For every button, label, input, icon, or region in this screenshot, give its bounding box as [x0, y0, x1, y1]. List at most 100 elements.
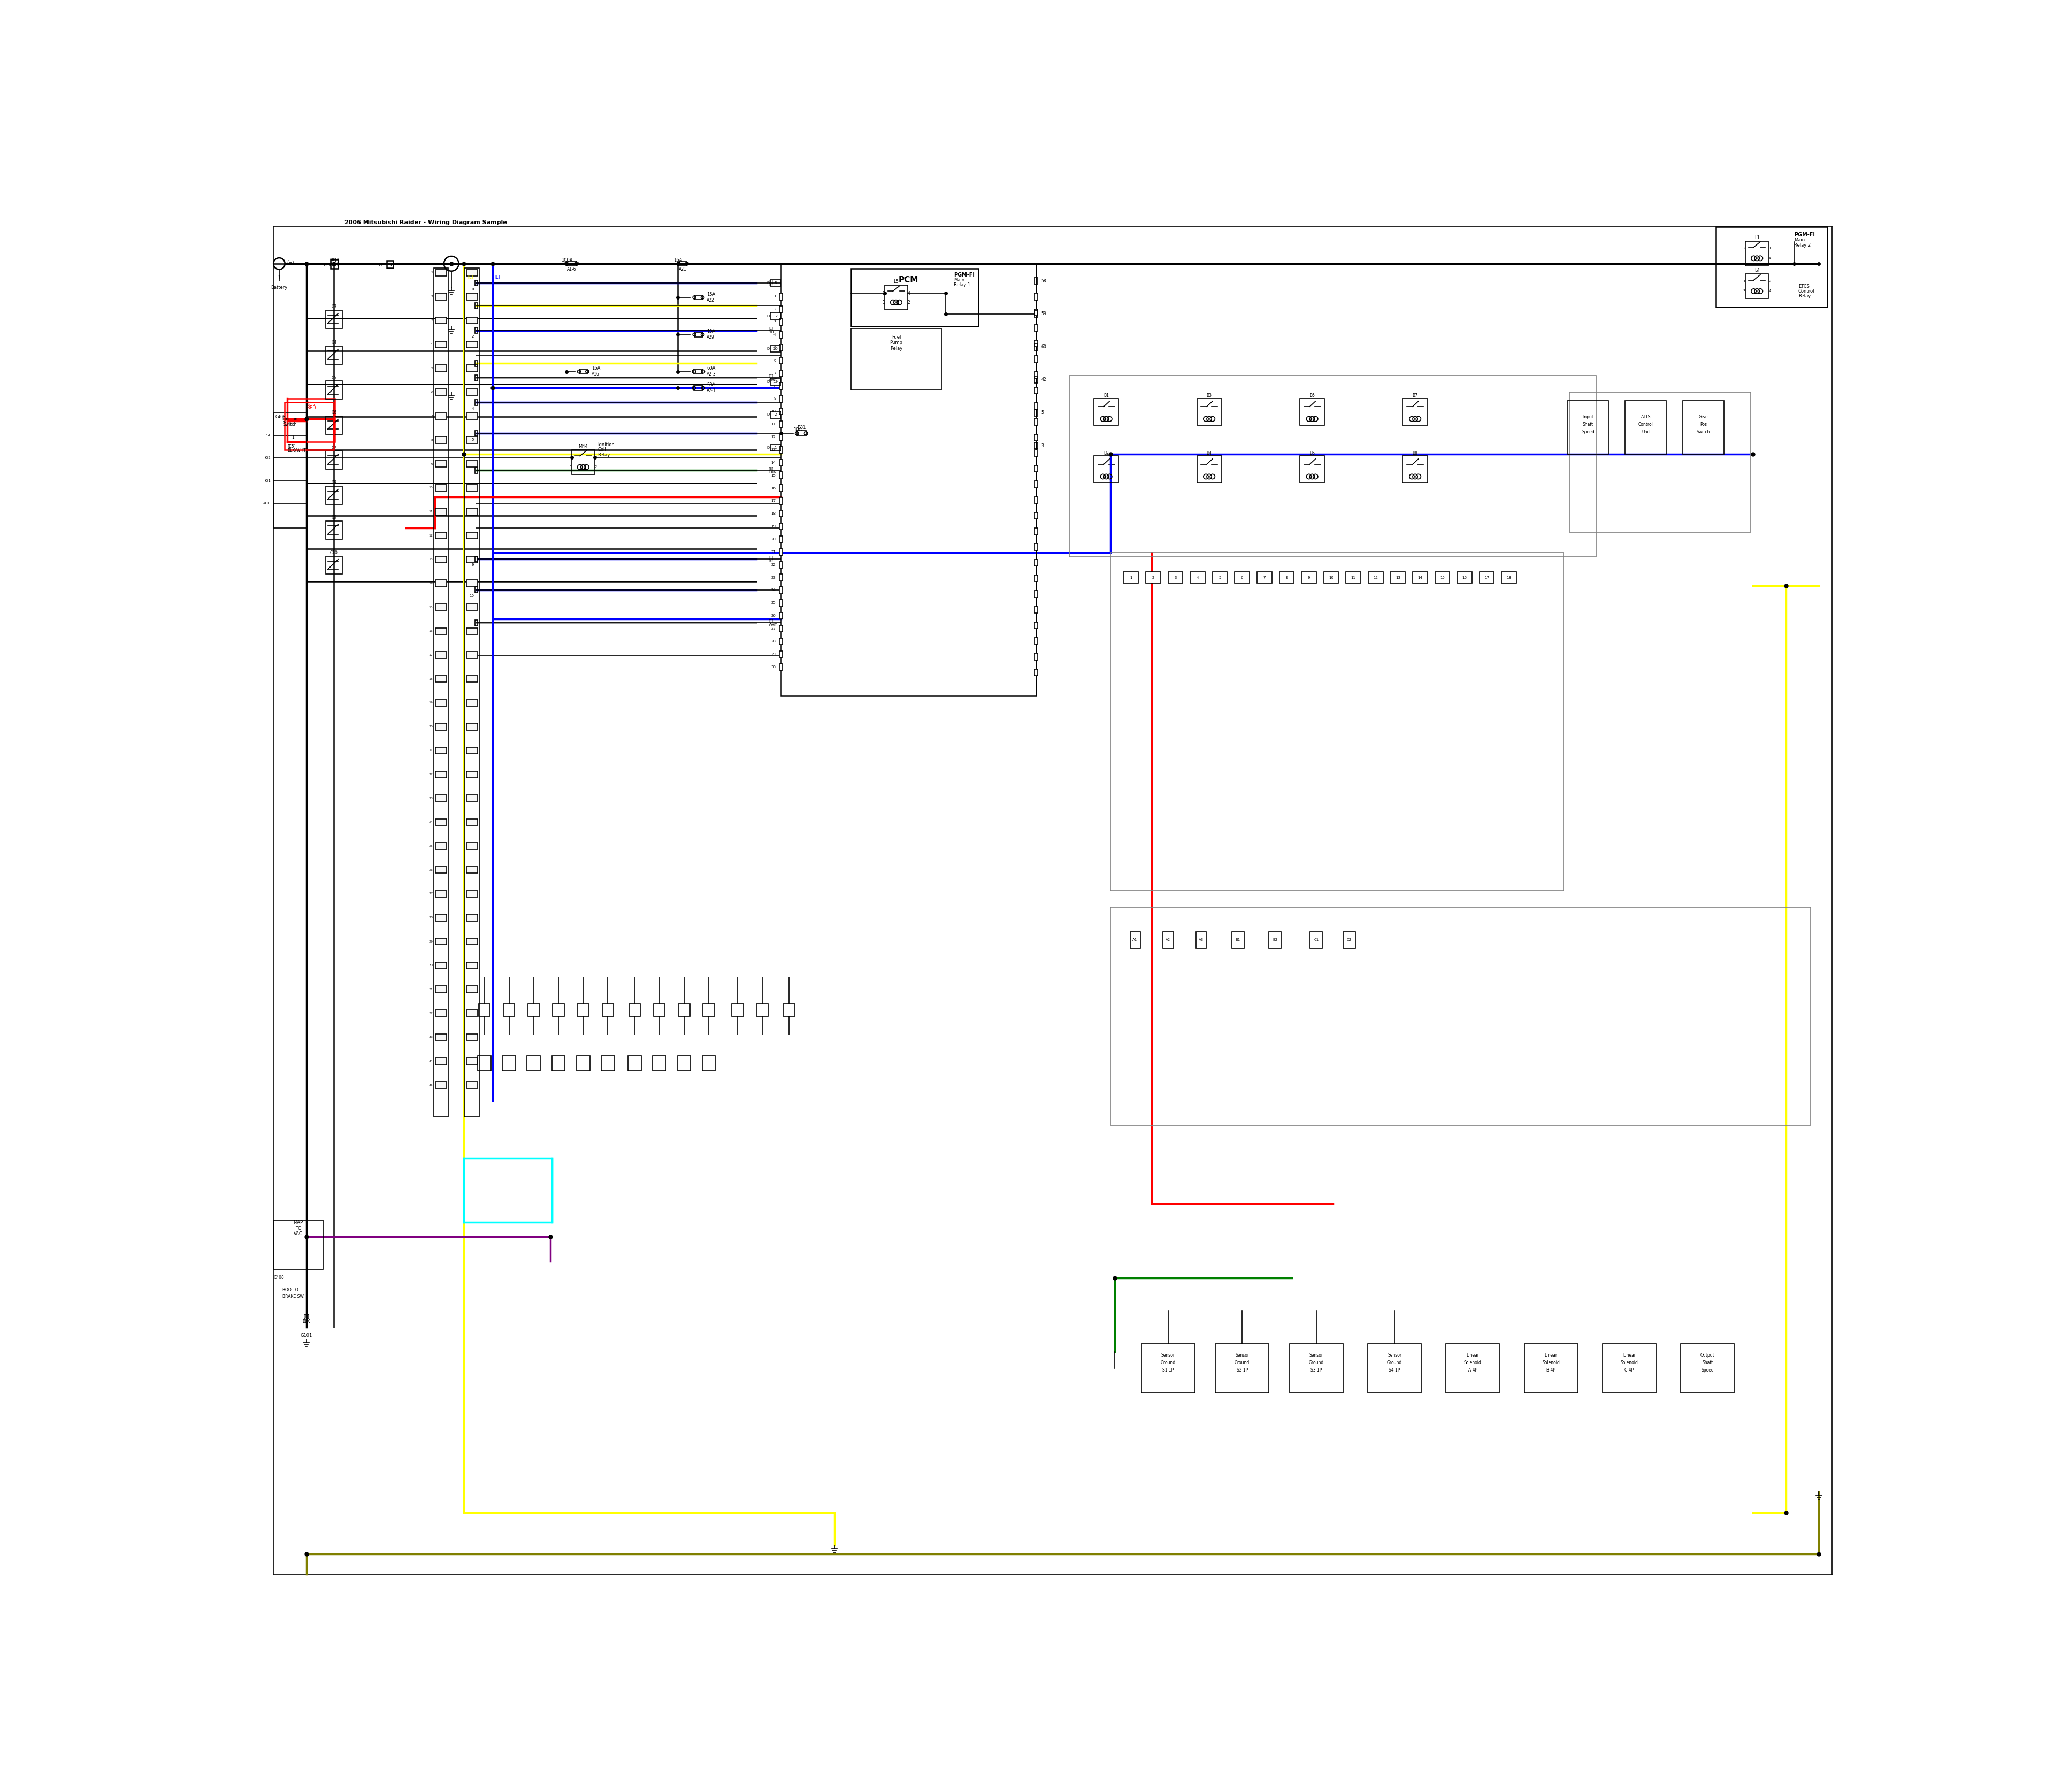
Text: C1: C1 — [1315, 939, 1319, 941]
Bar — [778, 573, 783, 581]
Text: 12: 12 — [429, 534, 433, 538]
Text: 15A: 15A — [707, 292, 715, 297]
Bar — [435, 652, 448, 658]
Text: 16: 16 — [770, 486, 776, 489]
Text: A21: A21 — [680, 267, 686, 272]
Text: [E]
GRN: [E] GRN — [768, 466, 776, 475]
Bar — [435, 556, 448, 563]
Text: 18: 18 — [1508, 575, 1512, 579]
Bar — [1035, 324, 1037, 332]
Text: 5: 5 — [1041, 410, 1043, 416]
Text: 35: 35 — [429, 1084, 433, 1086]
Bar — [778, 471, 783, 478]
Bar — [466, 676, 479, 683]
Bar — [783, 1004, 795, 1016]
Text: 2: 2 — [774, 414, 776, 416]
Bar — [474, 400, 479, 405]
Bar — [1456, 572, 1473, 582]
Bar — [778, 600, 783, 606]
Text: D: D — [766, 281, 770, 285]
Text: 11: 11 — [770, 423, 776, 426]
Bar — [466, 771, 479, 778]
Bar — [288, 398, 335, 441]
Bar — [1035, 310, 1037, 317]
Text: B 4P: B 4P — [1547, 1367, 1555, 1373]
Bar — [1479, 572, 1493, 582]
Bar — [327, 310, 343, 328]
Bar — [1682, 400, 1723, 453]
Bar — [466, 891, 479, 898]
Bar — [1163, 932, 1173, 948]
Bar — [1436, 572, 1450, 582]
Bar — [435, 699, 448, 706]
Text: Linear: Linear — [1623, 1353, 1635, 1358]
Text: 24: 24 — [429, 821, 433, 824]
Text: 1: 1 — [774, 296, 776, 297]
Text: 23: 23 — [429, 797, 433, 799]
Text: S3 1P: S3 1P — [1310, 1367, 1323, 1373]
Bar — [850, 269, 978, 326]
Text: PGM-FI: PGM-FI — [1793, 233, 1816, 238]
Bar — [1300, 398, 1325, 425]
Text: C8: C8 — [331, 480, 337, 486]
Text: 4: 4 — [1197, 575, 1200, 579]
Bar — [435, 509, 448, 514]
Text: 10: 10 — [429, 486, 433, 489]
Text: 24: 24 — [770, 588, 776, 591]
Bar — [1232, 932, 1245, 948]
Text: C2: C2 — [1347, 939, 1352, 941]
Bar — [1035, 278, 1037, 285]
Text: 10A: 10A — [793, 428, 801, 432]
Text: C7: C7 — [331, 446, 337, 450]
Text: 20: 20 — [429, 726, 433, 728]
Text: 14: 14 — [770, 461, 776, 464]
Text: D: D — [766, 348, 770, 351]
Bar — [435, 986, 448, 993]
Text: 8: 8 — [774, 281, 776, 285]
Text: 4: 4 — [908, 290, 910, 296]
Text: 15: 15 — [1440, 575, 1444, 579]
Text: Solenoid: Solenoid — [1465, 1360, 1481, 1366]
Text: 20: 20 — [770, 538, 776, 541]
Text: [E]
BLU: [E] BLU — [768, 556, 776, 563]
Text: 2: 2 — [908, 299, 910, 305]
Bar — [778, 613, 783, 618]
Text: 13: 13 — [1395, 575, 1401, 579]
Bar — [466, 1034, 479, 1041]
Bar — [466, 366, 479, 371]
Text: 22: 22 — [429, 772, 433, 776]
Text: Speed: Speed — [1582, 430, 1594, 434]
Bar — [778, 421, 783, 428]
Bar — [327, 521, 343, 539]
Bar — [464, 1158, 553, 1222]
Text: 30: 30 — [770, 665, 776, 668]
Bar — [528, 1004, 540, 1016]
Text: 1: 1 — [1768, 247, 1771, 251]
Text: Shaft: Shaft — [1584, 421, 1594, 426]
Text: ATTS: ATTS — [1641, 414, 1651, 419]
Text: A 4P: A 4P — [1469, 1367, 1477, 1373]
Text: 9: 9 — [431, 462, 433, 466]
Bar — [778, 511, 783, 516]
Text: 3: 3 — [774, 321, 776, 324]
Bar — [770, 312, 781, 319]
Text: 18: 18 — [429, 677, 433, 681]
Bar — [770, 378, 781, 385]
Bar — [466, 747, 479, 754]
Text: 1: 1 — [881, 299, 885, 305]
Bar — [1746, 240, 1768, 265]
Text: 29: 29 — [770, 652, 776, 656]
Text: 11: 11 — [429, 511, 433, 513]
Bar — [1035, 513, 1037, 520]
Text: [E.]: [E.] — [308, 400, 314, 405]
Bar — [327, 452, 343, 470]
Text: 16A: 16A — [674, 258, 682, 263]
Bar — [1130, 932, 1140, 948]
Text: 31: 31 — [429, 987, 433, 991]
Text: 15: 15 — [429, 606, 433, 609]
Bar — [435, 1034, 448, 1041]
Text: PCM: PCM — [898, 276, 918, 285]
Text: 7: 7 — [774, 371, 776, 375]
Bar — [1524, 1344, 1577, 1392]
Bar — [778, 369, 783, 376]
